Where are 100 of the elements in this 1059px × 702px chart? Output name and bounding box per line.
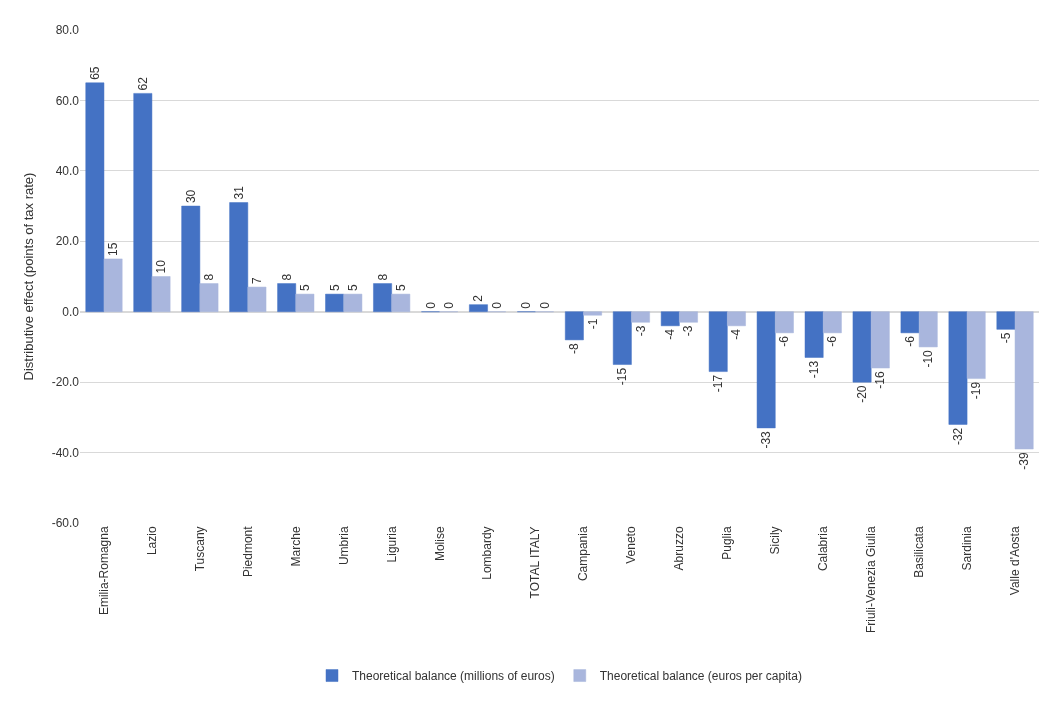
bar xyxy=(151,276,171,312)
data-label: -8 xyxy=(567,342,582,354)
data-label: 8 xyxy=(375,273,390,281)
bar xyxy=(918,311,938,348)
data-label: 10 xyxy=(154,259,169,274)
bar xyxy=(247,286,267,312)
data-label: -10 xyxy=(921,349,936,368)
data-label: -19 xyxy=(969,381,984,400)
data-label: -15 xyxy=(615,367,630,386)
data-label: -13 xyxy=(807,360,822,379)
bar xyxy=(391,293,411,312)
x-tick-label: Lazio xyxy=(144,526,159,556)
data-label: -6 xyxy=(903,335,918,347)
x-tick-label: Piedmont xyxy=(240,525,255,578)
bar xyxy=(199,283,219,312)
y-tick-label: -40.0 xyxy=(51,445,80,460)
bar xyxy=(966,311,986,379)
bar xyxy=(295,293,315,312)
data-label: 31 xyxy=(231,185,246,200)
x-tick-label: Liguria xyxy=(384,526,399,563)
y-tick-label: 0.0 xyxy=(62,304,80,319)
data-label: -3 xyxy=(681,325,696,337)
data-label: 65 xyxy=(87,66,102,80)
bar xyxy=(181,205,201,312)
bar xyxy=(679,311,698,323)
bar xyxy=(804,311,824,358)
data-label: -1 xyxy=(585,318,600,330)
bar xyxy=(469,304,488,312)
bar xyxy=(612,311,632,365)
data-label: 5 xyxy=(393,284,408,292)
data-label: 5 xyxy=(297,284,312,292)
x-tick-label: Emilia-Romagna xyxy=(96,526,111,616)
x-tick-label: Campania xyxy=(576,526,591,582)
x-tick-label: Puglia xyxy=(720,526,735,560)
bar xyxy=(1014,311,1034,450)
bar xyxy=(103,258,123,312)
x-tick-label: Marche xyxy=(288,526,303,567)
data-label: 5 xyxy=(327,284,342,292)
x-tick-label: Sicily xyxy=(768,526,783,555)
data-label: 0 xyxy=(489,301,504,309)
data-label: 15 xyxy=(106,242,121,256)
x-tick-label: Veneto xyxy=(624,526,639,564)
bar xyxy=(852,311,872,383)
x-tick-label: Tuscany xyxy=(192,526,207,572)
bar xyxy=(900,311,920,334)
bar xyxy=(822,311,842,334)
data-label: 0 xyxy=(519,301,534,309)
y-tick-label: -60.0 xyxy=(51,516,80,531)
data-label: 7 xyxy=(249,277,264,285)
data-label: 0 xyxy=(441,301,456,309)
data-label: 62 xyxy=(135,76,150,91)
y-tick-label: 40.0 xyxy=(55,164,80,179)
data-label: -4 xyxy=(729,328,744,340)
data-label: 0 xyxy=(423,301,438,309)
x-tick-label: Molise xyxy=(432,526,447,562)
bar xyxy=(660,311,680,327)
legend-label: Theoretical balance (millions of euros) xyxy=(352,669,555,684)
bar xyxy=(325,293,344,312)
bar xyxy=(708,311,728,372)
x-tick-label: Sardinia xyxy=(959,526,974,571)
bar xyxy=(277,283,297,312)
x-tick-label: Abruzzo xyxy=(672,526,687,571)
data-label: 8 xyxy=(201,273,216,281)
data-label: -3 xyxy=(633,325,648,337)
bar xyxy=(373,283,392,312)
data-label: -39 xyxy=(1017,452,1032,470)
data-label: -20 xyxy=(855,385,870,403)
data-label: -16 xyxy=(873,371,888,389)
data-label: 2 xyxy=(471,294,486,302)
x-tick-label: TOTAL ITALY xyxy=(528,526,543,599)
x-tick-label: Calabria xyxy=(816,526,831,572)
x-tick-label: Umbria xyxy=(336,526,351,566)
y-axis-title: Distributive effect (points of tax rate) xyxy=(20,172,36,381)
data-label: 8 xyxy=(279,273,294,281)
data-label: -5 xyxy=(998,332,1013,344)
bar xyxy=(85,82,105,312)
bar xyxy=(996,311,1016,330)
y-tick-label: -20.0 xyxy=(51,375,80,390)
bar xyxy=(775,311,794,334)
data-label: -33 xyxy=(759,430,774,449)
data-label: -17 xyxy=(711,374,726,393)
data-label: -6 xyxy=(825,335,840,347)
legend-label: Theoretical balance (euros per capita) xyxy=(599,669,802,684)
x-tick-label: Valle d'Aosta xyxy=(1007,526,1022,596)
x-tick-label: Lombardy xyxy=(480,526,495,580)
bar xyxy=(133,93,153,312)
y-tick-label: 60.0 xyxy=(55,93,80,108)
y-tick-label: 80.0 xyxy=(55,23,80,38)
data-label: -6 xyxy=(777,335,792,347)
bar xyxy=(948,311,968,425)
data-label: -32 xyxy=(950,427,965,446)
data-label: -4 xyxy=(663,328,678,340)
bar xyxy=(565,311,584,341)
bar xyxy=(756,311,776,429)
bar xyxy=(727,311,746,327)
bar xyxy=(631,311,650,323)
x-tick-label: Basilicata xyxy=(912,526,927,578)
bar xyxy=(229,202,249,312)
y-tick-label: 20.0 xyxy=(55,234,80,249)
bar xyxy=(343,293,363,312)
